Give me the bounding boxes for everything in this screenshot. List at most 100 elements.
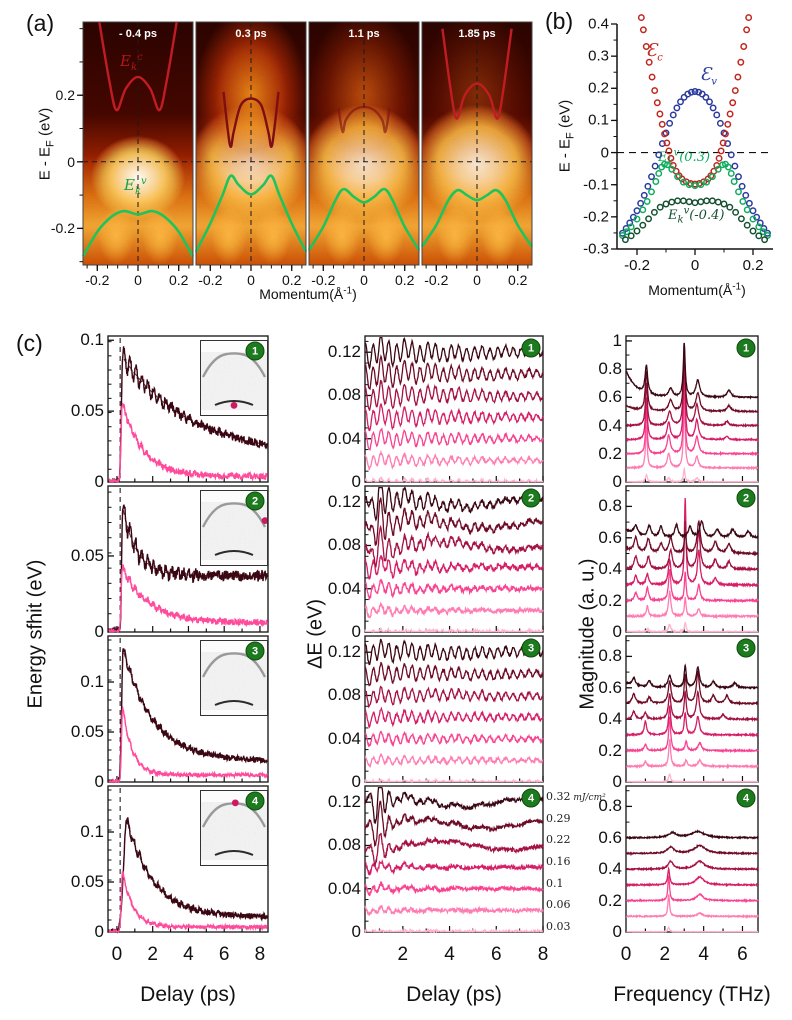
- delta-e-tick-label: 0.04: [327, 428, 361, 448]
- fft-magnitude-trace: [625, 739, 759, 770]
- delay-axis-label-left: Delay (ps): [140, 983, 236, 1006]
- fft-magnitude-trace: [625, 875, 759, 904]
- delta-e-oscillation-trace: [364, 449, 544, 471]
- delta-e-oscillation-trace: [364, 661, 544, 687]
- fluence-label: 0.22: [546, 833, 571, 847]
- magnitude-tick-label: 0.6: [598, 677, 622, 697]
- energy-shift-tick-label: 0.05: [70, 872, 104, 891]
- magnitude-tick-label: 0.2: [598, 590, 622, 610]
- delta-e-oscillation-trace: [364, 379, 544, 411]
- delta-e-tick-label: 0: [351, 472, 361, 491]
- delay-axis-label-mid: Delay (ps): [406, 983, 502, 1006]
- fluence-label: 0.29: [546, 811, 571, 825]
- delta-e-tick-label: 0.12: [327, 492, 361, 512]
- band-structure-inset-3: [200, 640, 268, 716]
- delay-x-tick-label: 6: [218, 944, 230, 965]
- circled-number-1: 1: [245, 341, 265, 361]
- delta-e-oscillation-trace: [364, 336, 544, 370]
- delta-e-oscillation-trace: [364, 555, 544, 580]
- frequency-x-tick-label: 0: [620, 944, 632, 965]
- delta-e-oscillation-trace: [364, 832, 544, 867]
- fft-magnitude-trace: [626, 568, 759, 604]
- delta-e-oscillation-trace: [364, 858, 544, 876]
- panel-b-y-tick-label: -0.2: [583, 208, 609, 226]
- panel-b-y-tick-label: -0.1: [583, 176, 609, 194]
- magnitude-tick-label: 0: [612, 772, 622, 791]
- fft-magnitude-trace: [625, 866, 759, 888]
- pink-energy-shift-trace: [108, 564, 268, 634]
- panel-a-x-tick: 0.2: [394, 272, 415, 288]
- time-delay-label: - 0.4 ps: [119, 28, 157, 40]
- delta-e-oscillation-trace: [364, 880, 544, 897]
- magnitude-tick-label: 0.6: [598, 527, 622, 547]
- pink-fit-dashed: [108, 871, 268, 933]
- pink-fit-dashed: [108, 707, 268, 783]
- magnitude-tick-label: 0.8: [598, 496, 622, 516]
- scatter-series-ek_03: [619, 160, 771, 239]
- band-structure-inset-2: [200, 490, 269, 566]
- panel-a-x-tick: -0.2: [198, 272, 223, 288]
- circled-number-1: 1: [521, 338, 541, 358]
- arpes-heatmap-2: [196, 22, 306, 265]
- delta-e-oscillation-trace: [364, 685, 544, 709]
- delta-e-oscillation-trace: [364, 626, 544, 634]
- delta-e-oscillation-trace: [364, 927, 544, 934]
- delta-e-tick-label: 0.12: [327, 342, 361, 362]
- delta-e-tick-label: 0: [351, 922, 361, 941]
- panel-a-x-tick: -0.2: [424, 272, 449, 288]
- conduction-band-curve-label: Ekc: [120, 52, 143, 73]
- magnitude-tick-label: 0.2: [598, 890, 622, 910]
- energy-shift-tick-label: 0.05: [70, 401, 104, 421]
- panel-b-x-axis-label: Momentum(Å-1): [648, 281, 746, 298]
- circled-number-4: 4: [521, 788, 541, 808]
- delta-e-tick-label: 0.04: [327, 578, 361, 598]
- panel-a-label: (a): [26, 10, 55, 36]
- delta-e-tick-label: 0.04: [327, 878, 361, 898]
- delta-e-axis-label: ΔE (eV): [304, 598, 327, 670]
- panel-a-y-tick-label: -0.2: [50, 220, 75, 237]
- fft-magnitude-trace: [625, 669, 759, 706]
- fft-magnitude-trace: [625, 351, 759, 414]
- energy-shift-tick-label: 0.1: [80, 822, 104, 841]
- panel-a-x-tick: 0.2: [281, 272, 302, 288]
- fluence-label: 0.32 mJ/cm²: [546, 790, 606, 804]
- delay-x-tick-label-mid: 4: [444, 944, 455, 965]
- panel-b-x-tick-label: 0.2: [742, 257, 764, 274]
- magnitude-tick-label: 0.6: [598, 827, 622, 847]
- panel-b-y-axis-label: E - EF (eV): [556, 99, 577, 173]
- panel-b-y-tick-label: 0.1: [588, 111, 609, 129]
- fft-magnitude-trace: [626, 772, 758, 784]
- magnitude-tick-label: 0: [612, 622, 622, 641]
- ek-m0p4-label: Ekv(-0.4): [668, 205, 725, 226]
- magnitude-axis-label: Magnitude (a. u.): [576, 558, 599, 710]
- magnitude-tick-label: 0.4: [598, 415, 622, 435]
- panel-b-x-tick-label: 0: [690, 257, 700, 274]
- fluence-label: 0.16: [546, 855, 571, 869]
- circled-number-2: 2: [521, 488, 541, 508]
- delta-e-tick-label: 0.12: [327, 642, 361, 662]
- fft-magnitude-trace: [625, 397, 759, 471]
- delta-e-oscillation-trace: [364, 427, 544, 452]
- fft-magnitude-trace: [626, 663, 759, 691]
- fft-magnitude-trace: [625, 843, 759, 857]
- panel-b-y-tick-label: 0.3: [588, 47, 609, 65]
- delta-e-oscillation-trace: [364, 786, 544, 824]
- valence-band-curve-label: Ekv: [124, 176, 147, 197]
- epsilon-v-label: Ɛv: [700, 64, 717, 88]
- circled-number-2: 2: [245, 491, 265, 511]
- band-structure-inset-1: [200, 340, 268, 416]
- frequency-axis-label: Frequency (THz): [613, 983, 771, 1006]
- circled-number-2: 2: [736, 488, 756, 508]
- fft-magnitude-trace: [625, 519, 759, 540]
- circled-number-3: 3: [736, 638, 756, 658]
- energy-shift-tick-label: 0.1: [80, 330, 104, 350]
- magnitude-tick-label: 0.4: [598, 559, 622, 579]
- epsilon-c-label: Ɛc: [646, 40, 663, 64]
- fft-magnitude-trace: [626, 621, 759, 634]
- delta-e-tick-label: 0.12: [327, 792, 361, 812]
- delta-e-tick-label: 0.08: [327, 535, 361, 555]
- time-delay-label: 0.3 ps: [235, 28, 267, 40]
- delta-e-oscillation-trace: [364, 601, 544, 619]
- pink-fit-dashed: [108, 567, 268, 633]
- panel-a-x-tick: 0.2: [507, 272, 528, 288]
